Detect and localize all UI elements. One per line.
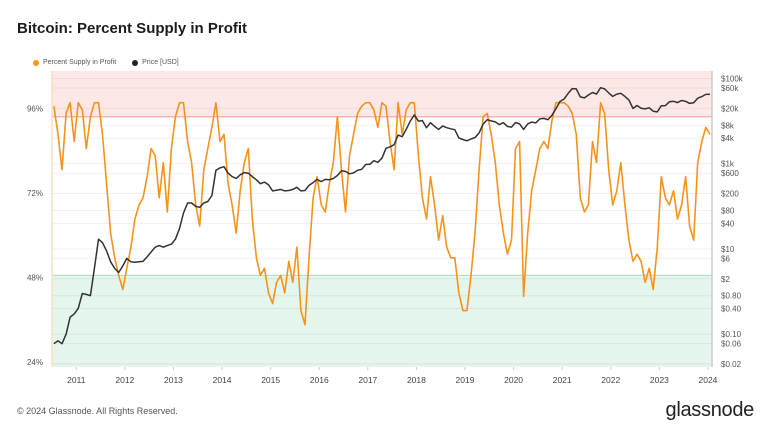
legend-dot-black-icon <box>132 59 139 66</box>
x-tick-label: 2021 <box>553 375 572 385</box>
x-tick-label: 2014 <box>213 375 232 385</box>
y-right-tick-label: $20k <box>721 104 739 113</box>
legend-item-profit[interactable]: Percent Supply in Profit <box>33 59 116 66</box>
y-right-tick-label: $8k <box>721 121 735 130</box>
legend-label-profit: Percent Supply in Profit <box>43 59 117 66</box>
y-left-tick-label: 96% <box>27 104 43 113</box>
legend-dot-orange-icon <box>33 59 39 66</box>
y-right-tick-label: $0.06 <box>721 340 742 349</box>
x-tick-label: 2012 <box>115 375 134 385</box>
y-right-tick-label: $80 <box>721 206 735 215</box>
x-tick-label: 2020 <box>504 375 523 385</box>
y-left-tick-label: 24% <box>27 358 43 367</box>
y-right-tick-label: $4k <box>721 134 735 143</box>
series-percent-supply-in-profit <box>53 101 711 326</box>
x-tick-label: 2022 <box>601 375 620 385</box>
x-tick-label: 2024 <box>698 375 717 385</box>
legend: Percent Supply in Profit Price [USD] <box>33 59 179 66</box>
x-tick-label: 2017 <box>358 375 377 385</box>
y-right-tick-label: $10 <box>721 245 735 254</box>
y-left-tick-label: 72% <box>27 189 43 198</box>
y-left-tick-label: 48% <box>27 273 43 282</box>
green-zone-band <box>52 275 712 367</box>
x-tick-label: 2011 <box>67 375 86 385</box>
x-tick-label: 2016 <box>310 375 329 385</box>
x-tick-label: 2013 <box>164 375 183 385</box>
legend-label-price: Price [USD] <box>142 59 179 66</box>
x-tick-label: 2023 <box>650 375 669 385</box>
y-right-tick-label: $6 <box>721 254 730 263</box>
y-right-tick-label: $40 <box>721 219 735 228</box>
y-right-tick-label: $100k <box>721 75 744 84</box>
y-right-tick-label: $0.80 <box>721 292 742 301</box>
y-right-tick-label: $0.10 <box>721 330 742 339</box>
chart-title: Bitcoin: Percent Supply in Profit <box>17 20 248 37</box>
y-right-tick-label: $60k <box>721 84 739 93</box>
y-right-tick-label: $0.40 <box>721 305 742 314</box>
glassnode-logo: glassnode <box>665 399 755 421</box>
copyright: © 2024 Glassnode. All Rights Reserved. <box>17 406 178 416</box>
y-right-tick-label: $200 <box>721 190 739 199</box>
x-tick-label: 2019 <box>456 375 475 385</box>
y-right-tick-label: $0.02 <box>721 360 742 369</box>
y-right-tick-label: $600 <box>721 169 739 178</box>
legend-item-price[interactable]: Price [USD] <box>132 59 179 66</box>
y-right-tick-label: $1k <box>721 160 735 169</box>
y-right-tick-label: $2 <box>721 275 730 284</box>
series-price-usd <box>53 86 710 345</box>
x-tick-label: 2015 <box>261 375 280 385</box>
x-tick-label: 2018 <box>407 375 426 385</box>
red-zone-band <box>52 71 712 117</box>
